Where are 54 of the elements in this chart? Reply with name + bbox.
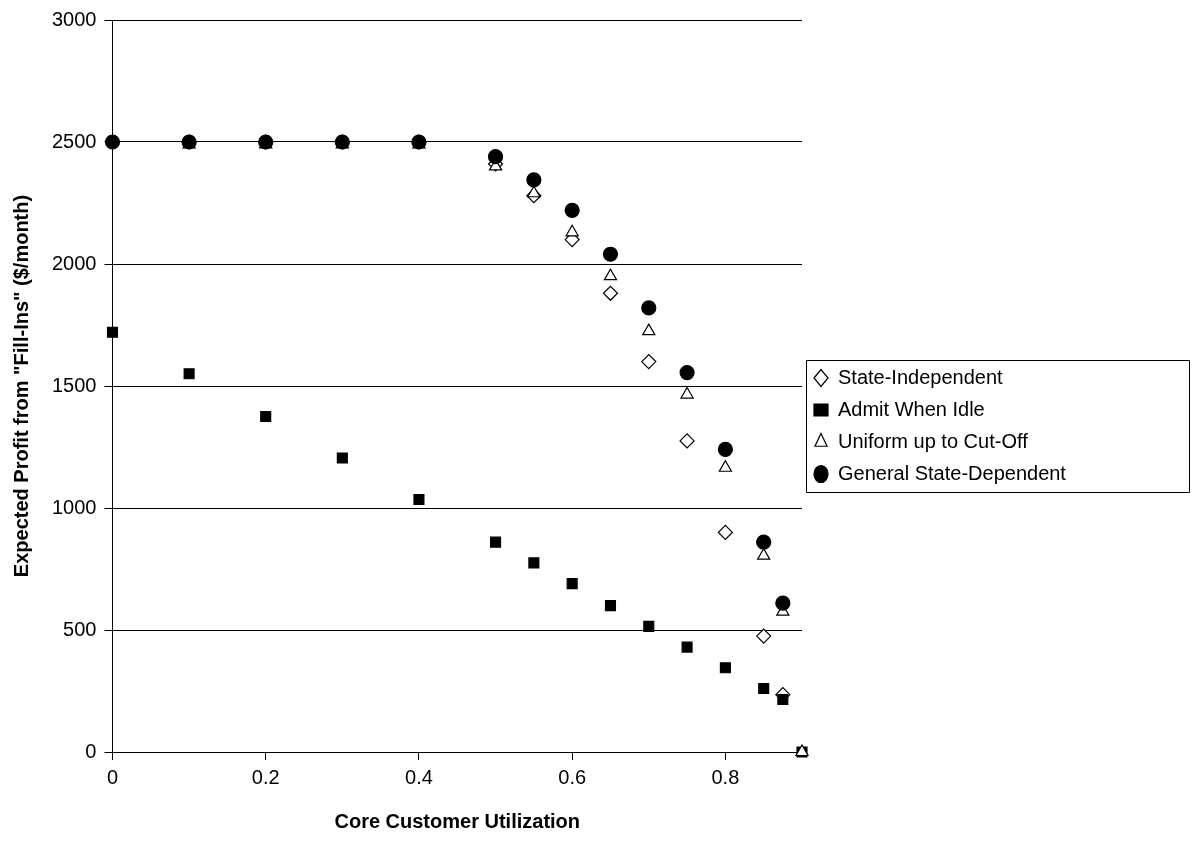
point [680, 386, 694, 399]
x-tick-label: 0 [106, 765, 119, 788]
y-tick-label: 1000 [51, 495, 97, 518]
point [775, 595, 791, 611]
point [490, 536, 502, 548]
legend-label: General State-Dependent [838, 461, 1067, 484]
point [104, 134, 121, 150]
y-tick-label: 0 [85, 739, 97, 762]
point [756, 534, 772, 550]
point [758, 683, 770, 695]
point [603, 268, 618, 281]
y-axis-title: Expected Profit from "Fill-Ins" ($/month) [9, 194, 32, 578]
point [183, 368, 195, 380]
point [718, 460, 733, 472]
y-tick-label: 1500 [51, 373, 97, 396]
point [719, 662, 731, 674]
legend-label: State-Independent [838, 365, 1004, 388]
x-tick-label: 0.4 [405, 765, 433, 788]
point [679, 433, 695, 449]
legend-label: Uniform up to Cut-Off [838, 429, 1029, 452]
point [413, 493, 425, 506]
point [757, 547, 771, 560]
x-tick-label: 0.2 [251, 765, 280, 788]
point [260, 410, 272, 423]
point [566, 578, 578, 590]
point [717, 441, 733, 458]
x-axis-title: Core Customer Utilization [334, 809, 581, 832]
legend-label: Admit When Idle [838, 397, 985, 420]
point [643, 620, 655, 632]
point [777, 693, 789, 706]
point [336, 452, 348, 464]
point [527, 185, 541, 198]
point [679, 364, 695, 381]
point [641, 354, 657, 370]
y-tick-label: 2500 [51, 129, 97, 152]
point [602, 285, 619, 301]
point [526, 172, 542, 188]
point [565, 224, 579, 237]
point [756, 628, 772, 644]
point [641, 300, 657, 316]
point [681, 641, 693, 653]
point [528, 557, 540, 569]
point [106, 326, 119, 338]
point [604, 600, 617, 612]
x-tick-label: 0.6 [558, 765, 587, 788]
point [487, 149, 504, 165]
y-tick-label: 2000 [51, 251, 97, 274]
point [717, 524, 733, 540]
y-tick-label: 3000 [51, 7, 97, 30]
point [564, 202, 580, 218]
point [642, 323, 656, 336]
point [602, 246, 619, 262]
y-tick-label: 500 [63, 617, 97, 640]
x-tick-label: 0.8 [711, 765, 740, 788]
